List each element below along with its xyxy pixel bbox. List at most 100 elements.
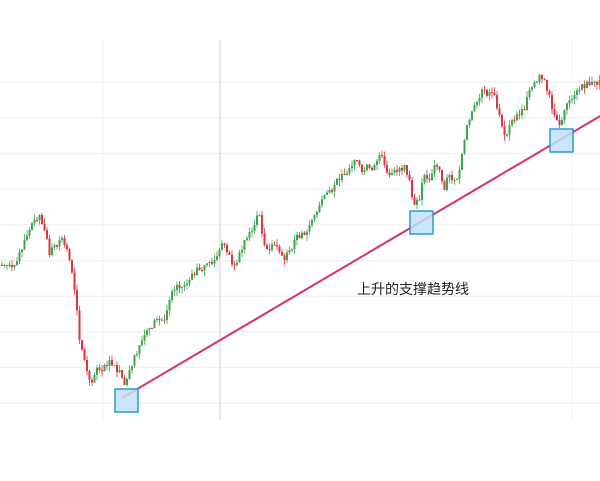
candle-down	[343, 174, 346, 176]
candle-up	[488, 92, 491, 96]
candle-up	[93, 375, 96, 383]
candle-up	[393, 170, 396, 173]
candle-up	[256, 215, 258, 225]
candle-up	[168, 300, 171, 311]
candle-up	[61, 237, 63, 240]
candle-down	[551, 95, 553, 110]
candle-up	[248, 232, 251, 239]
support-trendline	[121, 115, 600, 399]
candle-up	[333, 185, 336, 192]
candle-down	[123, 377, 126, 385]
candle-down	[268, 248, 271, 250]
candle-up	[506, 134, 508, 136]
candle-up	[188, 280, 191, 284]
candle-up	[251, 231, 253, 233]
candle-up	[3, 265, 6, 266]
candle-up	[136, 353, 138, 355]
candle-down	[371, 168, 373, 171]
candle-up	[341, 174, 343, 180]
candle-down	[503, 126, 506, 135]
candle-up	[433, 165, 436, 174]
candle-down	[493, 92, 496, 95]
candle-down	[498, 108, 501, 115]
candle-up	[28, 230, 31, 236]
candle-up	[421, 182, 423, 200]
candle-up	[471, 111, 473, 120]
candle-down	[518, 114, 521, 116]
candle-up	[416, 199, 418, 205]
candle-up	[166, 310, 168, 320]
support-point-box	[409, 210, 434, 235]
candle-up	[293, 240, 296, 250]
candle-up	[53, 245, 56, 248]
candle-up	[133, 355, 136, 366]
candle-up	[236, 262, 238, 265]
candle-up	[128, 370, 131, 379]
candle-up	[238, 252, 241, 263]
candle-down	[151, 328, 153, 329]
candle-up	[526, 97, 528, 110]
candle-down	[438, 166, 441, 170]
candle-down	[81, 340, 83, 350]
candle-up	[348, 168, 351, 174]
candle-down	[261, 215, 263, 234]
candle-down	[101, 370, 103, 372]
candle-down	[436, 165, 438, 167]
candle-up	[16, 261, 18, 265]
candle-up	[516, 114, 518, 120]
candle-up	[571, 98, 573, 100]
candle-up	[521, 109, 523, 115]
candle-down	[88, 371, 91, 380]
candle-up	[323, 195, 326, 200]
candle-down	[178, 284, 181, 288]
candle-down	[401, 168, 403, 171]
candle-down	[41, 215, 43, 224]
candle-up	[398, 168, 401, 172]
candle-up	[446, 177, 448, 190]
candle-down	[406, 165, 408, 175]
candle-down	[1, 265, 3, 266]
candle-down	[283, 255, 286, 260]
candle-down	[411, 180, 413, 198]
candle-down	[116, 365, 118, 373]
candle-up	[533, 82, 536, 88]
candle-up	[561, 120, 563, 125]
candle-down	[66, 245, 68, 250]
candle-down	[501, 115, 503, 127]
candle-up	[6, 264, 8, 266]
candle-up	[196, 267, 198, 275]
candle-down	[546, 80, 548, 91]
candle-up	[431, 173, 433, 180]
candle-down	[73, 272, 76, 290]
candle-up	[143, 335, 146, 341]
candle-up	[138, 345, 141, 354]
candle-down	[583, 84, 586, 88]
candle-up	[363, 170, 366, 172]
candle-up	[308, 225, 311, 232]
candle-down	[386, 165, 388, 173]
candle-down	[548, 90, 551, 95]
candle-up	[473, 105, 476, 112]
candle-up	[318, 205, 321, 212]
candle-down	[541, 75, 543, 80]
candle-up	[183, 285, 186, 288]
candle-down	[223, 243, 226, 245]
candle-down	[281, 252, 283, 256]
candle-down	[276, 245, 278, 247]
candle-down	[68, 249, 71, 260]
candle-down	[381, 155, 383, 157]
candle-up	[296, 234, 298, 240]
candle-up	[208, 262, 211, 264]
candle-up	[146, 330, 148, 335]
candle-up	[271, 244, 273, 250]
candle-up	[461, 153, 463, 170]
candle-down	[36, 220, 38, 221]
candle-down	[86, 360, 88, 372]
candle-up	[171, 291, 173, 300]
candle-down	[228, 252, 231, 255]
candle-up	[153, 320, 156, 329]
candle-up	[38, 215, 41, 221]
candle-up	[456, 179, 458, 181]
candle-down	[331, 190, 333, 192]
